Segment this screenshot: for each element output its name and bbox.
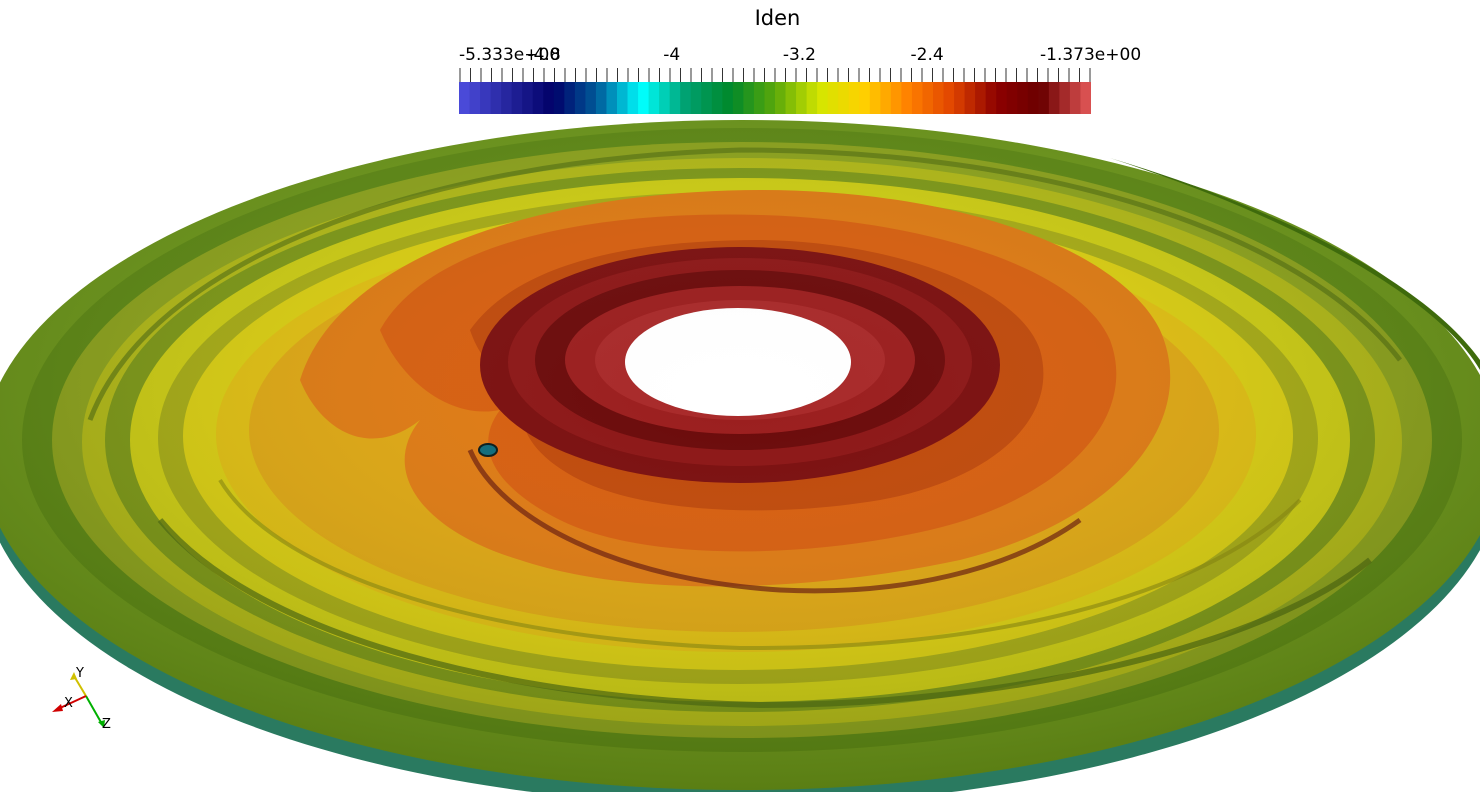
colorbar-swatch bbox=[648, 82, 660, 114]
colorbar-tick-label: -4 bbox=[663, 45, 681, 65]
z-axis-line bbox=[85, 695, 103, 725]
colorbar-swatch bbox=[911, 82, 924, 114]
colorbar-swatch bbox=[711, 82, 723, 114]
colorbar-swatch bbox=[775, 82, 787, 114]
z-axis-label: Z bbox=[102, 717, 111, 732]
y-axis-label: Y bbox=[75, 666, 84, 681]
colorbar-legend bbox=[459, 68, 1091, 114]
colorbar-swatch bbox=[1006, 82, 1018, 114]
colorbar-swatch bbox=[1069, 82, 1082, 114]
x-axis-arrow bbox=[52, 704, 63, 712]
colorbar-swatch bbox=[501, 82, 513, 114]
colorbar-swatch bbox=[1048, 82, 1060, 114]
colorbar-swatch bbox=[996, 82, 1008, 114]
colorbar-swatch bbox=[806, 82, 818, 114]
colorbar-swatch bbox=[585, 82, 597, 114]
colorbar-min-label: -5.333e+00 bbox=[459, 45, 561, 65]
colorbar-swatch bbox=[701, 82, 713, 114]
colorbar-swatch bbox=[764, 82, 776, 114]
colorbar-tick-label: -3.2 bbox=[782, 45, 816, 65]
orientation-axes-widget: Y X Z bbox=[52, 666, 111, 732]
colorbar-swatch bbox=[785, 82, 797, 114]
colorbar-swatch bbox=[1027, 82, 1039, 114]
colorbar-swatch bbox=[480, 82, 492, 114]
colorbar-swatches bbox=[459, 82, 1091, 114]
colorbar-swatch bbox=[543, 82, 555, 114]
colorbar-swatch bbox=[922, 82, 934, 114]
colorbar-swatch bbox=[1059, 82, 1071, 114]
colorbar-swatch bbox=[459, 82, 471, 114]
colorbar-swatch bbox=[796, 82, 808, 114]
colorbar-swatch bbox=[817, 82, 829, 114]
colorbar-swatch bbox=[522, 82, 534, 114]
colorbar-swatch bbox=[1038, 82, 1050, 114]
x-axis-label: X bbox=[64, 696, 73, 711]
colorbar-swatch bbox=[933, 82, 945, 114]
disk-shading bbox=[0, 120, 1480, 790]
colorbar-swatch bbox=[659, 82, 671, 114]
colorbar-ticks bbox=[459, 68, 1091, 96]
colorbar-swatch bbox=[606, 82, 618, 114]
colorbar-swatch bbox=[743, 82, 755, 114]
y-axis-line bbox=[73, 675, 87, 697]
colorbar-swatch bbox=[827, 82, 839, 114]
colorbar-swatch bbox=[890, 82, 902, 114]
colorbar-swatch bbox=[669, 82, 681, 114]
colorbar-swatch bbox=[627, 82, 639, 114]
colorbar-swatch bbox=[638, 82, 650, 114]
colorbar-swatch bbox=[553, 82, 565, 114]
colorbar-swatch bbox=[859, 82, 871, 114]
colorbar-swatch bbox=[954, 82, 966, 114]
colorbar-tick-label: -4.8 bbox=[527, 45, 561, 65]
colorbar-swatch bbox=[564, 82, 576, 114]
colorbar-swatch bbox=[595, 82, 608, 114]
colorbar-swatch bbox=[1017, 82, 1029, 114]
colorbar-swatch bbox=[690, 82, 702, 114]
colorbar-swatch bbox=[722, 82, 734, 114]
colorbar-swatch bbox=[985, 82, 997, 114]
colorbar-swatch bbox=[732, 82, 744, 114]
colorbar-swatch bbox=[753, 82, 766, 114]
z-axis-arrow bbox=[98, 720, 105, 728]
colorbar-swatch bbox=[511, 82, 523, 114]
colorbar-swatch bbox=[869, 82, 881, 114]
colorbar-swatch bbox=[838, 82, 850, 114]
colorbar-swatch bbox=[680, 82, 692, 114]
colorbar-swatch bbox=[490, 82, 502, 114]
colorbar-swatch bbox=[975, 82, 987, 114]
y-axis-arrow bbox=[70, 672, 77, 680]
colorbar-swatch bbox=[617, 82, 629, 114]
colorbar-swatch bbox=[1080, 82, 1091, 114]
colorbar-swatch bbox=[574, 82, 586, 114]
colorbar-swatch bbox=[469, 82, 481, 114]
x-axis-line bbox=[59, 695, 87, 709]
colorbar-swatch bbox=[943, 82, 955, 114]
colorbar-swatch bbox=[532, 82, 544, 114]
colorbar-swatch bbox=[848, 82, 860, 114]
colorbar-swatch bbox=[901, 82, 913, 114]
colorbar-max-label: -1.373e+00 bbox=[1040, 45, 1142, 65]
colorbar-title: Iden bbox=[754, 6, 801, 30]
colorbar-swatch bbox=[964, 82, 976, 114]
colorbar-swatch bbox=[880, 82, 892, 114]
colorbar-tick-label: -2.4 bbox=[910, 45, 944, 65]
